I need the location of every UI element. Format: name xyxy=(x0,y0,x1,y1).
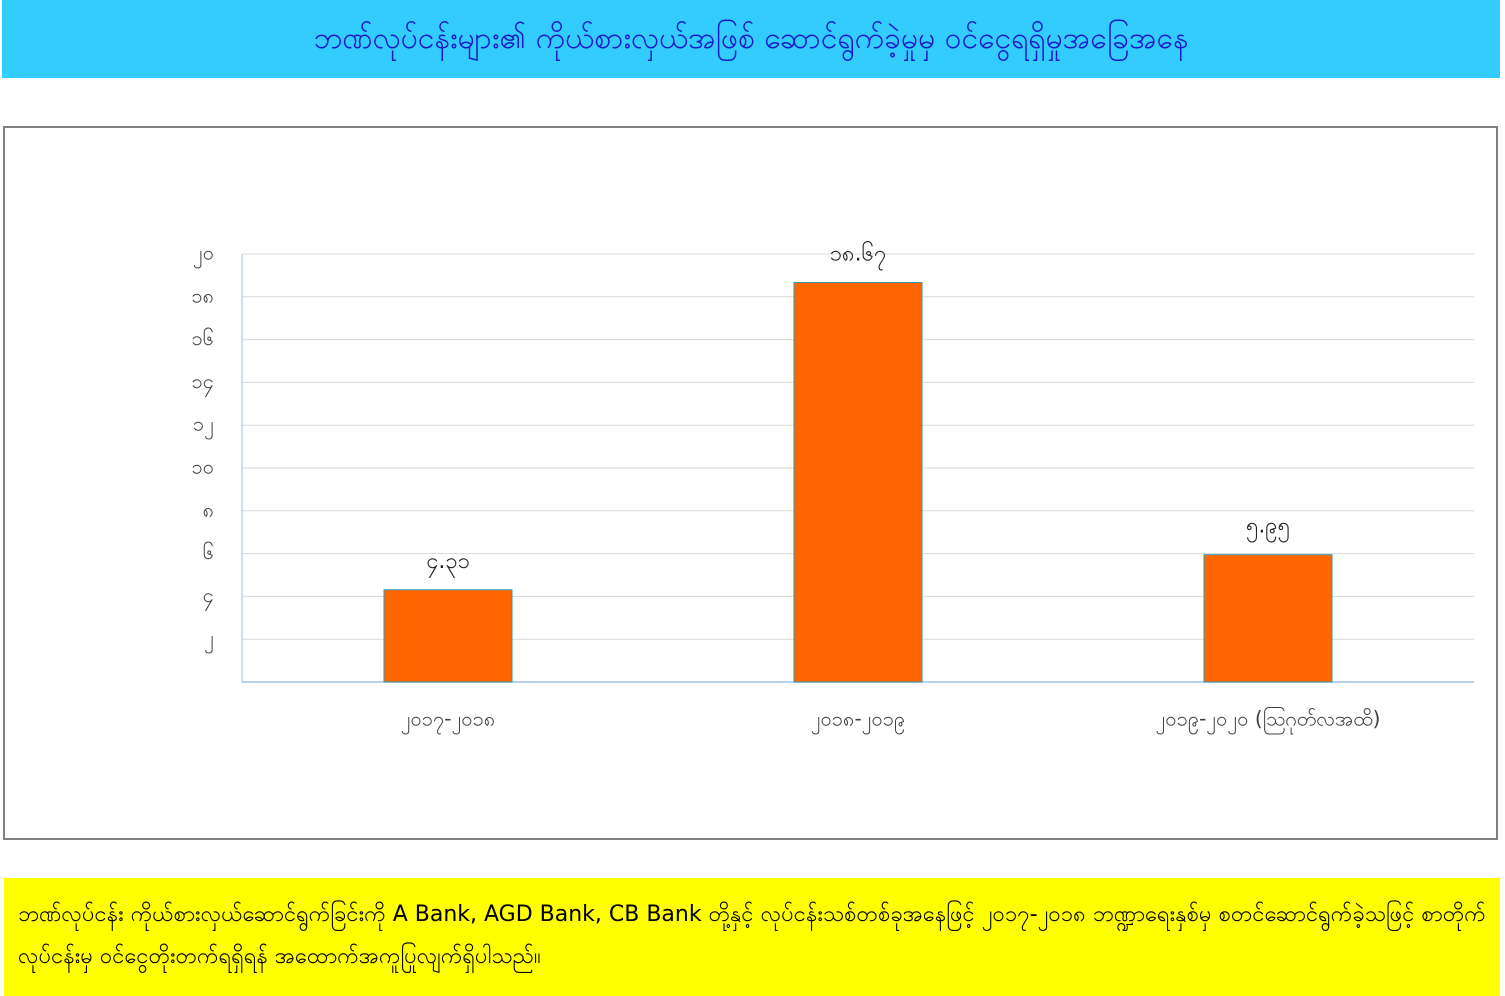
y-tick-label: ၂၀ xyxy=(193,241,214,269)
x-tick-label: ၂၀၁၈-၂၀၁၉ xyxy=(811,707,906,735)
bar xyxy=(383,589,513,683)
y-tick-label: ၆ xyxy=(203,540,214,564)
y-tick-label: ၁၄ xyxy=(192,369,215,397)
x-tick-label: ၂၀၁၉-၂၀၂၀ (ဩဂုတ်လအထိ) xyxy=(1156,707,1381,735)
y-tick-label: ၂ xyxy=(204,626,214,654)
data-label: ၄.၃၁ xyxy=(426,549,470,578)
note: ဘဏ်လုပ်ငန်း ကိုယ်စားလှယ်ဆောင်ရွက်ခြင်းကိ… xyxy=(4,878,1500,996)
y-tick-label: ၈ xyxy=(203,497,214,521)
y-tick-label: ၁၈ xyxy=(191,283,214,307)
x-tick-label: ၂၀၁၇-၂၀၁၈ xyxy=(401,707,496,735)
chart-frame xyxy=(3,126,1498,840)
y-tick-label: ၁၆ xyxy=(192,326,215,350)
y-tick-label: ၄ xyxy=(203,583,214,611)
data-label: ၁၈.၆၇ xyxy=(830,240,887,270)
page-title: ဘဏ်လုပ်ငန်းများ၏ ကိုယ်စားလှယ်အဖြစ် ဆောင်… xyxy=(2,0,1500,78)
y-tick-label: ၁၀ xyxy=(192,455,215,479)
y-tick-label: ၁၂ xyxy=(193,412,214,440)
bar xyxy=(793,281,923,683)
data-label: ၅.၉၅ xyxy=(1246,514,1290,543)
bar xyxy=(1203,554,1333,683)
